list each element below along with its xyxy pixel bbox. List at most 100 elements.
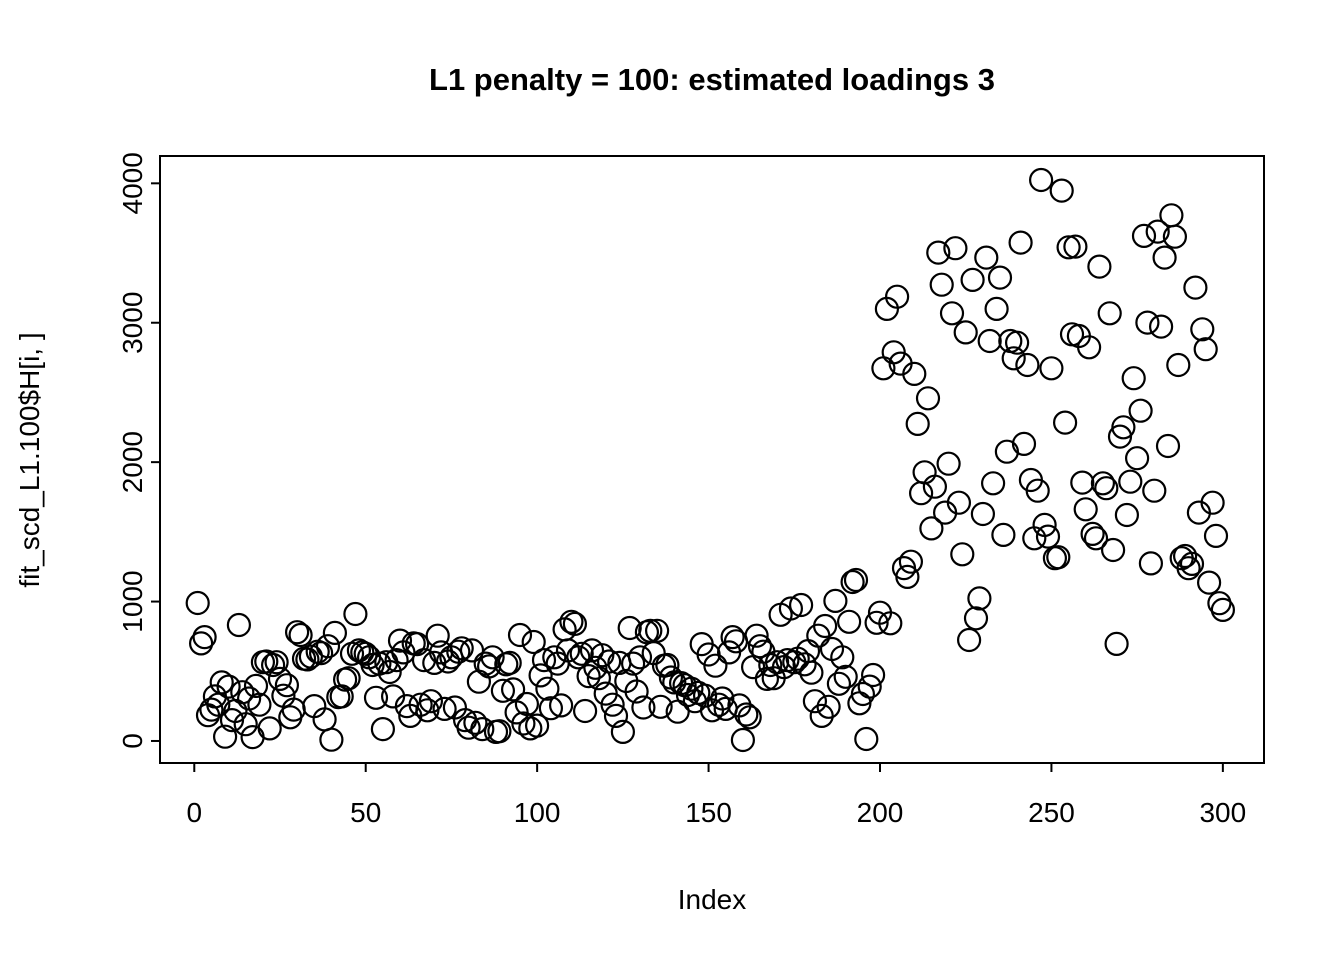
data-point	[500, 677, 526, 702]
data-point	[1203, 523, 1229, 549]
data-point	[799, 660, 824, 685]
y-tick-label: 1000	[117, 570, 148, 632]
data-point	[1172, 543, 1198, 569]
data-point	[884, 284, 910, 309]
x-axis-label: Index	[677, 884, 747, 915]
data-point	[1183, 275, 1208, 300]
data-point	[408, 692, 433, 717]
data-point	[706, 692, 732, 717]
data-point	[1070, 470, 1095, 495]
data-point	[432, 696, 457, 722]
data-point	[480, 645, 505, 670]
data-point	[322, 620, 347, 646]
data-point	[919, 516, 944, 541]
data-point	[836, 609, 862, 634]
data-point	[566, 645, 591, 670]
data-point	[1210, 597, 1236, 623]
data-point	[950, 542, 975, 567]
data-point	[895, 564, 920, 590]
x-tick-label: 300	[1199, 797, 1246, 828]
data-point	[802, 689, 828, 714]
data-point	[411, 647, 437, 673]
data-point	[535, 676, 560, 701]
data-point	[850, 681, 876, 707]
y-tick-label: 0	[117, 733, 148, 749]
data-point	[562, 611, 588, 637]
data-point	[960, 267, 985, 292]
data-point	[473, 651, 498, 676]
data-point	[1046, 545, 1071, 570]
data-point	[336, 666, 361, 691]
data-point	[912, 460, 937, 485]
data-point	[1097, 301, 1122, 326]
data-point	[538, 696, 564, 721]
data-point	[603, 703, 629, 729]
x-tick-label: 200	[857, 797, 904, 828]
data-point	[240, 724, 265, 750]
data-point	[1090, 471, 1116, 496]
x-tick-label: 150	[685, 797, 732, 828]
data-point	[247, 692, 272, 717]
data-point	[267, 666, 293, 692]
data-point	[490, 678, 515, 703]
data-point	[1196, 570, 1222, 595]
data-point	[1111, 415, 1136, 440]
data-point	[199, 697, 224, 722]
data-point	[418, 689, 443, 714]
data-point	[1076, 335, 1102, 360]
data-point	[984, 296, 1009, 321]
data-point	[963, 606, 989, 631]
data-point	[1035, 524, 1061, 549]
data-point	[620, 651, 646, 676]
y-axis-label: fit_scd_L1.100$H[i, ]	[14, 332, 45, 588]
chart-title: L1 penalty = 100: estimated loadings 3	[429, 62, 995, 97]
data-point	[1056, 235, 1081, 260]
data-point	[1100, 537, 1126, 563]
data-point	[1128, 398, 1153, 423]
data-point	[1121, 366, 1146, 391]
data-point	[692, 683, 718, 708]
data-point	[213, 724, 238, 749]
data-point	[230, 680, 255, 705]
data-point	[1118, 469, 1143, 494]
data-point	[922, 474, 948, 499]
data-point	[1015, 352, 1040, 378]
data-point	[1063, 234, 1088, 259]
data-point	[1190, 317, 1215, 342]
data-point	[405, 631, 430, 657]
data-point	[854, 726, 879, 752]
data-point	[243, 673, 269, 699]
data-point	[1179, 551, 1205, 577]
data-point	[387, 628, 413, 653]
data-point	[261, 652, 286, 678]
x-tick-label: 50	[350, 797, 381, 828]
data-point	[189, 631, 214, 656]
data-point	[878, 611, 903, 636]
data-point	[1138, 551, 1164, 576]
data-point	[1200, 490, 1225, 515]
data-point	[843, 567, 869, 593]
data-point	[926, 240, 951, 265]
data-point	[521, 629, 546, 655]
y-tick-label: 3000	[117, 292, 148, 354]
data-point	[377, 659, 402, 685]
data-point	[994, 439, 1020, 464]
data-point	[264, 650, 289, 675]
data-point	[703, 653, 728, 678]
data-point	[274, 673, 299, 698]
data-point	[1052, 410, 1078, 435]
data-point	[624, 679, 649, 704]
data-point	[596, 649, 622, 674]
data-point	[915, 386, 941, 411]
data-point	[860, 662, 886, 688]
data-point	[737, 705, 762, 730]
data-point	[1142, 478, 1167, 503]
data-point	[1004, 330, 1030, 355]
data-point	[1114, 502, 1140, 528]
data-point	[315, 634, 341, 659]
data-point	[600, 692, 625, 717]
data-point	[1159, 203, 1184, 228]
data-point	[1087, 254, 1112, 279]
data-point	[936, 451, 961, 476]
data-point	[778, 596, 804, 621]
